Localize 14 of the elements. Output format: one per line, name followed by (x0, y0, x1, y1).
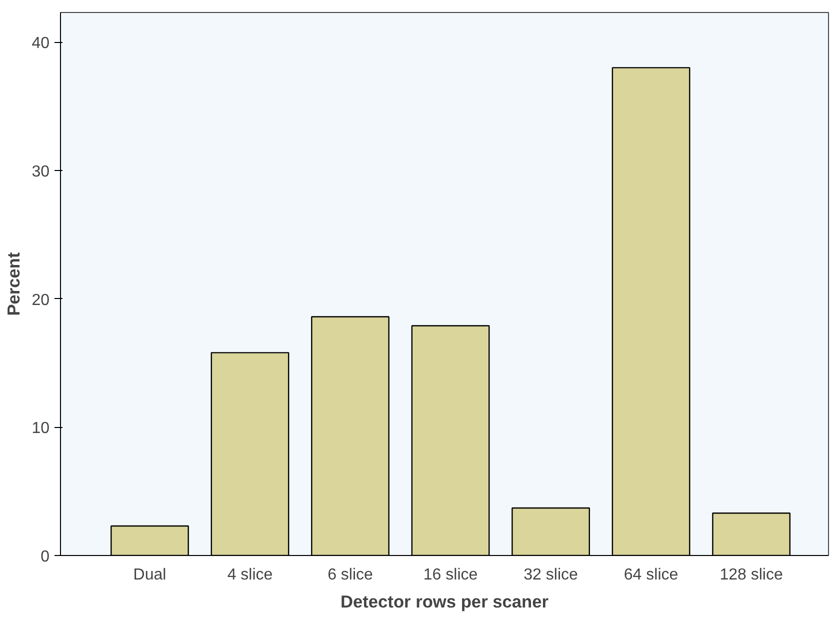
y-tick-label: 0 (40, 548, 50, 566)
y-tick-label: 20 (32, 292, 50, 309)
x-axis-title: Detector rows per scaner (340, 592, 549, 612)
x-tick-label: 16 slice (423, 566, 478, 584)
x-tick-label: 128 slice (720, 566, 783, 584)
x-tick-label: 32 slice (524, 566, 578, 584)
y-axis-title: Percent (4, 252, 24, 316)
y-tick-label: 40 (32, 35, 50, 52)
x-tick-label: 4 slice (227, 566, 273, 584)
y-tick-label: 10 (32, 420, 50, 438)
x-tick-label: 6 slice (328, 566, 374, 584)
y-tick-label: 30 (32, 163, 50, 180)
x-tick-label: Dual (133, 566, 166, 584)
x-tick-label: 64 slice (624, 566, 678, 584)
